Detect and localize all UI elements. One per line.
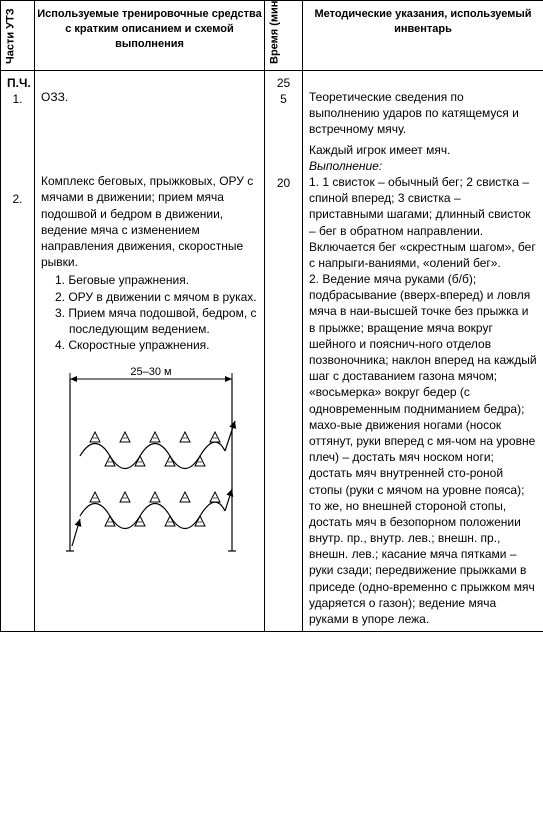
training-table: Части УТЗ Используемые тренировочные сре… [0,0,543,632]
time-1: 5 [271,91,296,107]
time-total: 25 [271,75,296,91]
header-parts: Части УТЗ [1,1,35,71]
item-2-sub1: 1. Беговые упражнения. [55,272,258,288]
svg-text:25–30 м: 25–30 м [130,366,171,378]
parts-label: П.Ч. [7,75,28,91]
header-row: Части УТЗ Используемые тренировочные сре… [1,1,543,71]
notes-2-lead: Каждый игрок имеет мяч. [309,142,537,158]
cell-notes: Теоретические сведения по выполнению уда… [303,71,543,632]
row-number-1: 1. [7,91,28,107]
notes-2-exec-label: Выполнение: [309,158,537,174]
cell-parts: П.Ч. 1. 2. [1,71,35,632]
item-2-lead: Комплекс беговых, прыжковых, ОРУ с мячам… [41,173,258,270]
notes-1: Теоретические сведения по выполнению уда… [309,89,537,138]
cell-time: 25 5 20 [265,71,303,632]
notes-2-body: 1. 1 свисток – обычный бег; 2 свистка – … [309,174,537,627]
figure-wrap: 25–30 м [41,361,258,561]
item-2-sub4: 4. Скоростные упражнения. [55,337,258,353]
item-1: ОЗЗ. [41,89,258,105]
time-2: 20 [271,175,296,191]
header-means: Используемые тренировочные средства с кр… [35,1,265,71]
header-notes: Методические указания, используемый инве… [303,1,543,71]
cell-means: ОЗЗ. Комплекс беговых, прыжковых, ОРУ с … [35,71,265,632]
row-number-2: 2. [7,191,28,207]
item-2-sub2: 2. ОРУ в движении с мячом в руках. [55,289,258,305]
exercise-diagram: 25–30 м [50,361,250,561]
table-row: П.Ч. 1. 2. ОЗЗ. Комплекс беговых, прыжко… [1,71,543,632]
header-time: Время (мин) [265,1,303,71]
item-2-sub3: 3. Прием мяча подошвой, бедром, с послед… [55,305,258,337]
